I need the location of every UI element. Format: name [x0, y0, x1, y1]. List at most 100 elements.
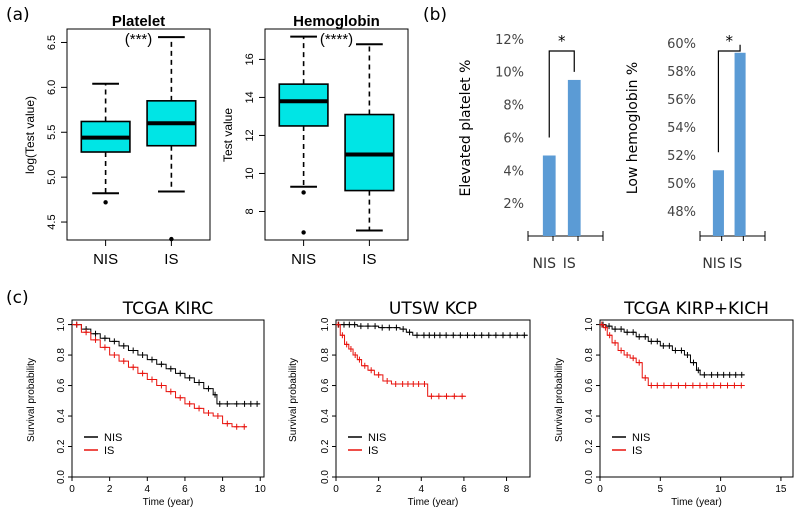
utsw-kcp-censor-mark-nis: [400, 326, 406, 333]
utsw-kcp-ylabel: Survival probability: [288, 358, 299, 442]
panel-label-c: (c): [6, 288, 29, 308]
tcga-kirp-kich-xtick-label: 10: [715, 484, 727, 495]
tcga-kirc-censor-mark-nis: [242, 400, 248, 407]
tcga-kirc-censor-mark-nis: [217, 400, 223, 407]
utsw-kcp-ytick-label: 0.0: [320, 470, 331, 484]
tcga-kirp-kich-ytick-label: 0.6: [584, 378, 595, 392]
utsw-kcp-censor-mark-nis: [486, 332, 492, 339]
utsw-kcp-censor-mark-is: [384, 377, 390, 384]
utsw-kcp-censor-mark-nis: [457, 332, 463, 339]
elevated-platelet-ytick-label: 8%: [503, 99, 524, 114]
hemoglobin-title: Hemoglobin: [293, 13, 380, 30]
low-hemoglobin-ytick-label: 56%: [667, 93, 696, 108]
tcga-kirc-censor-mark-is: [187, 400, 193, 407]
utsw-kcp-censor-mark-nis: [414, 332, 420, 339]
utsw-kcp-legend-label-nis: NIS: [368, 432, 386, 444]
tcga-kirp-kich-censor-mark-is: [738, 382, 744, 389]
utsw-kcp-survival-plot: UTSW KCP 0.0 0.2 0.4 0.6 0.8 1.0 0 2 4 6 8 Time (yea…: [288, 299, 531, 508]
utsw-kcp-censor-mark-is: [459, 393, 465, 400]
tcga-kirc-censor-mark-nis: [212, 391, 218, 398]
panel-label-a: (a): [6, 5, 30, 25]
utsw-kcp-censor-mark-nis: [341, 321, 347, 328]
hemoglobin-xtick-label: NIS: [291, 251, 316, 268]
utsw-kcp-xtick-label: 4: [418, 484, 424, 495]
utsw-kcp-censor-mark-nis: [407, 329, 413, 336]
low-hemoglobin-xtick-label: IS: [729, 256, 742, 272]
tcga-kirc-censor-mark-is: [130, 364, 136, 371]
tcga-kirp-kich-title: TCGA KIRP+KICH: [623, 299, 769, 319]
tcga-kirc-censor-mark-is: [111, 352, 117, 359]
tcga-kirp-kich-plot-frame: [599, 319, 794, 478]
tcga-kirp-kich-censor-mark-is: [725, 382, 731, 389]
tcga-kirc-ytick-label: 0.0: [56, 470, 67, 484]
utsw-kcp-censor-mark-is: [410, 381, 416, 388]
tcga-kirc-censor-mark-nis: [158, 361, 164, 368]
utsw-kcp-censor-mark-is: [356, 356, 362, 363]
utsw-kcp-censor-mark-nis: [450, 332, 456, 339]
low-hemoglobin-ytick-label: 52%: [667, 149, 696, 164]
utsw-kcp-censor-mark-is: [362, 362, 368, 369]
tcga-kirp-kich-censor-mark-is: [675, 382, 681, 389]
utsw-kcp-ytick-label: 0.2: [320, 439, 331, 453]
hemoglobin-plot-frame: [264, 28, 409, 241]
tcga-kirp-kich-censor-mark-is: [648, 382, 654, 389]
tcga-kirp-kich-censor-mark-nis: [636, 333, 642, 340]
utsw-kcp-censor-mark-nis: [346, 321, 352, 328]
tcga-kirp-kich-legend-label-nis: NIS: [632, 432, 650, 444]
low-hemoglobin-xtick-label: NIS: [702, 256, 726, 272]
tcga-kirp-kich-censor-mark-is: [599, 321, 605, 328]
tcga-kirp-kich-censor-mark-is: [690, 382, 696, 389]
utsw-kcp-censor-mark-nis: [426, 332, 432, 339]
tcga-kirp-kich-xtick-label: 15: [775, 484, 787, 495]
tcga-kirp-kich-censor-mark-is: [697, 382, 703, 389]
tcga-kirp-kich-censor-mark-nis: [690, 359, 696, 366]
elevated-platelet-ytick-label: 10%: [495, 66, 524, 81]
utsw-kcp-ytick-label: 0.4: [320, 409, 331, 423]
utsw-kcp-censor-mark-nis: [393, 324, 399, 331]
utsw-kcp-xtick-label: 6: [461, 484, 467, 495]
utsw-kcp-title: UTSW KCP: [389, 299, 477, 319]
utsw-kcp-censor-mark-is: [368, 367, 374, 374]
platelet-title: Platelet: [112, 13, 165, 30]
utsw-kcp-xtick-label: 2: [376, 484, 382, 495]
tcga-kirp-kich-censor-mark-is: [612, 339, 618, 346]
utsw-kcp-censor-mark-is: [436, 393, 442, 400]
utsw-kcp-censor-mark-nis: [372, 323, 378, 330]
utsw-kcp-censor-mark-is: [416, 381, 422, 388]
tcga-kirp-kich-censor-mark-nis: [695, 367, 701, 374]
tcga-kirp-kich-censor-mark-nis: [648, 338, 654, 345]
low-hemoglobin-ylabel: Low hemoglobin %: [625, 62, 641, 194]
tcga-kirp-kich-censor-mark-nis: [721, 371, 727, 378]
low-hemoglobin-significance-bracket: [717, 44, 741, 153]
tcga-kirc-censor-mark-is: [102, 344, 108, 351]
tcga-kirc-censor-mark-nis: [130, 347, 136, 354]
low-hemoglobin-ytick-label: 54%: [667, 121, 696, 136]
utsw-kcp-ytick-label: 0.8: [320, 348, 331, 362]
elevated-platelet-ytick-label: 12%: [495, 33, 524, 48]
tcga-kirc-xtick-label: 4: [145, 484, 151, 495]
utsw-kcp-censor-mark-nis: [464, 332, 470, 339]
utsw-kcp-censor-mark-nis: [352, 321, 358, 328]
tcga-kirc-censor-mark-nis: [224, 400, 230, 407]
utsw-kcp-censor-mark-nis: [379, 324, 385, 331]
tcga-kirp-kich-censor-mark-is: [661, 382, 667, 389]
low-hemoglobin-ytick-label: 58%: [667, 65, 696, 80]
platelet-ylabel: log(Test value): [23, 96, 37, 174]
utsw-kcp-censor-mark-nis: [421, 332, 427, 339]
tcga-kirp-kich-xtick-label: 0: [597, 484, 603, 495]
tcga-kirc-censor-mark-is: [121, 358, 127, 365]
utsw-kcp-censor-mark-is: [393, 381, 399, 388]
tcga-kirc-xlabel: Time (year): [143, 497, 194, 508]
platelet-outlier: [103, 200, 108, 205]
utsw-kcp-ytick-label: 0.6: [320, 378, 331, 392]
utsw-kcp-censor-mark-nis: [507, 332, 513, 339]
tcga-kirc-xtick-label: 6: [182, 484, 188, 495]
utsw-kcp-censor-mark-nis: [493, 332, 499, 339]
tcga-kirc-censor-mark-is: [241, 423, 247, 430]
tcga-kirc-censor-mark-nis: [196, 379, 202, 386]
utsw-kcp-censor-mark-is: [444, 393, 450, 400]
platelet-xtick-label: NIS: [93, 251, 118, 268]
platelet-significance: (***): [125, 31, 153, 48]
utsw-kcp-censor-mark-is: [339, 332, 345, 339]
tcga-kirp-kich-censor-mark-is: [718, 382, 724, 389]
